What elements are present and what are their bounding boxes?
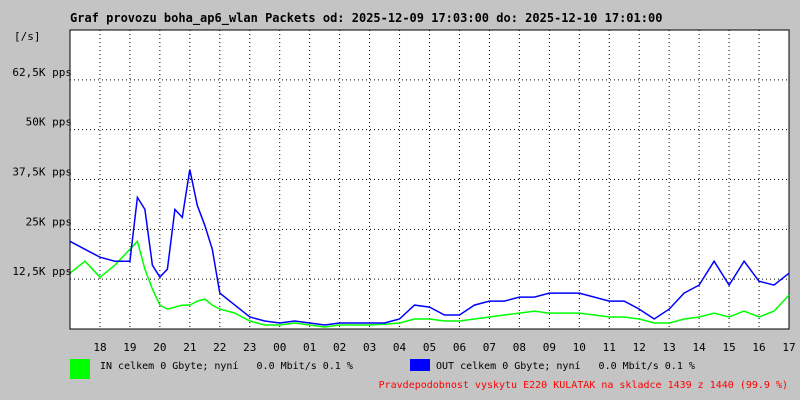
- footer-note: Pravdepodobnost vyskytu E220 KULATAK na …: [378, 380, 788, 391]
- legend-out-swatch: [410, 359, 430, 371]
- x-tick-label: 06: [453, 341, 466, 352]
- traffic-chart: 12,5K pps 25K pps 37,5K pps 50K pps 62,5K pp…: [12, 29, 796, 352]
- x-tick-label: 21: [183, 341, 196, 352]
- series-line-out: [69, 169, 790, 326]
- x-tick-label: 03: [363, 341, 376, 352]
- x-tick-label: 20: [153, 341, 166, 352]
- series-line-in: [69, 239, 790, 328]
- x-axis: 18 19 20 21 22 23 00 01 02 03 04 05 06 07 08 09 10 11 12 13…: [93, 341, 795, 352]
- legend-out-text: OUT celkem 0 Gbyte; nyní 0.0 Mbit/s 0.1 …: [436, 361, 695, 372]
- y-tick-label: 62,5K pps: [12, 66, 72, 79]
- series-in: [69, 239, 790, 328]
- x-tick-label: 17: [782, 341, 795, 352]
- x-tick-label: 16: [752, 341, 765, 352]
- y-tick-label: 50K pps: [26, 116, 72, 129]
- x-tick-label: 23: [243, 341, 256, 352]
- x-tick-label: 12: [633, 341, 646, 352]
- x-tick-label: 19: [123, 341, 136, 352]
- y-tick-label: 37,5K pps: [12, 166, 72, 179]
- x-tick-label: 00: [273, 341, 286, 352]
- y-tick-label: 25K pps: [26, 215, 72, 228]
- x-axis-label: [h]: [770, 350, 790, 352]
- x-tick-label: 18: [93, 341, 106, 352]
- x-tick-label: 10: [573, 341, 586, 352]
- x-tick-label: 09: [543, 341, 556, 352]
- y-axis-label: [/s]: [14, 30, 41, 43]
- x-tick-label: 11: [603, 341, 616, 352]
- legend-in-text: IN celkem 0 Gbyte; nyní 0.0 Mbit/s 0.1 %: [100, 361, 353, 372]
- x-tick-label: 08: [513, 341, 526, 352]
- x-tick-label: 15: [722, 341, 735, 352]
- x-tick-label: 07: [483, 341, 496, 352]
- x-tick-label: 02: [333, 341, 346, 352]
- x-tick-label: 14: [693, 341, 707, 352]
- x-tick-label: 05: [423, 341, 436, 352]
- x-tick-label: 13: [663, 341, 676, 352]
- plot-area: [69, 29, 790, 330]
- y-axis: 12,5K pps 25K pps 37,5K pps 50K pps 62,5K pp…: [12, 66, 72, 278]
- chart-title: Graf provozu boha_ap6_wlan Packets od: 2…: [70, 11, 663, 25]
- x-tick-label: 22: [213, 341, 226, 352]
- legend-in-swatch: [70, 359, 90, 379]
- x-tick-label: 04: [393, 341, 407, 352]
- x-tick-label: 01: [303, 341, 316, 352]
- y-tick-label: 12,5K pps: [12, 265, 72, 278]
- series-out: [69, 169, 790, 326]
